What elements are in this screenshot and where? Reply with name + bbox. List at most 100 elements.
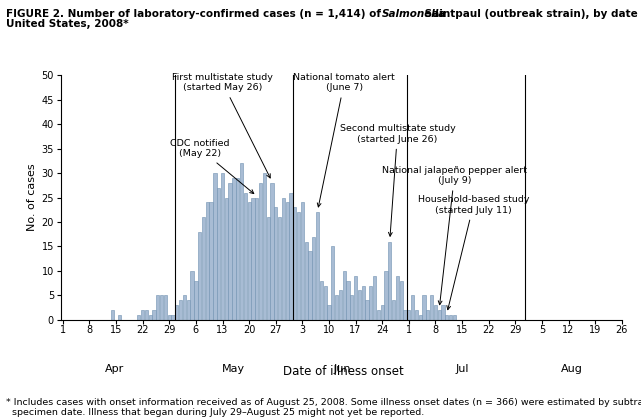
Text: Second multistate study
(started June 26): Second multistate study (started June 26… — [340, 124, 455, 236]
Bar — [434, 305, 437, 320]
Bar — [217, 188, 221, 320]
Bar — [194, 280, 197, 320]
Bar — [285, 202, 288, 320]
Bar — [271, 183, 274, 320]
Bar — [415, 310, 418, 320]
Bar — [259, 183, 262, 320]
Bar — [365, 300, 369, 320]
Text: Salmonella: Salmonella — [382, 9, 446, 19]
Bar — [251, 198, 254, 320]
Text: CDC notified
(May 22): CDC notified (May 22) — [170, 139, 254, 194]
Bar — [263, 173, 266, 320]
Bar — [381, 305, 384, 320]
Bar — [312, 237, 315, 320]
Bar — [338, 291, 342, 320]
Text: First multistate study
(started May 26): First multistate study (started May 26) — [172, 73, 273, 178]
Bar — [342, 271, 345, 320]
Bar — [171, 315, 175, 320]
Bar — [225, 198, 228, 320]
Bar — [388, 242, 392, 320]
Bar — [426, 310, 429, 320]
Bar — [190, 271, 194, 320]
Bar — [145, 310, 148, 320]
Text: specimen date. Illness that began during July 29–August 25 might not yet be repo: specimen date. Illness that began during… — [6, 408, 424, 417]
Bar — [175, 305, 178, 320]
Bar — [168, 315, 171, 320]
Text: Apr: Apr — [104, 364, 124, 374]
Bar — [202, 217, 205, 320]
Bar — [255, 198, 258, 320]
Bar — [411, 295, 414, 320]
Bar — [289, 193, 292, 320]
Text: National tomato alert
(June 7): National tomato alert (June 7) — [294, 73, 395, 207]
Bar — [278, 217, 281, 320]
Text: National jalapeño pepper alert
(July 9): National jalapeño pepper alert (July 9) — [382, 166, 527, 305]
Bar — [392, 300, 395, 320]
Bar — [350, 295, 353, 320]
Bar — [164, 295, 167, 320]
Bar — [232, 178, 235, 320]
Bar — [346, 280, 349, 320]
Bar — [179, 300, 182, 320]
Bar — [153, 310, 156, 320]
Bar — [419, 315, 422, 320]
Bar — [221, 173, 224, 320]
Bar — [198, 232, 201, 320]
Bar — [377, 310, 380, 320]
Bar — [111, 310, 114, 320]
Bar — [320, 280, 323, 320]
Bar — [244, 193, 247, 320]
Bar — [118, 315, 121, 320]
Bar — [354, 276, 357, 320]
Bar — [228, 183, 232, 320]
Bar — [236, 178, 239, 320]
Bar — [137, 315, 140, 320]
Bar — [358, 291, 361, 320]
Text: Saintpaul (outbreak strain), by date of illness onset —: Saintpaul (outbreak strain), by date of … — [421, 9, 641, 19]
Text: United States, 2008*: United States, 2008* — [6, 19, 129, 29]
Bar — [430, 295, 433, 320]
Text: Jun: Jun — [333, 364, 351, 374]
Bar — [422, 295, 426, 320]
Bar — [407, 310, 410, 320]
Bar — [316, 212, 319, 320]
Bar — [274, 207, 278, 320]
Bar — [373, 276, 376, 320]
Y-axis label: No. of cases: No. of cases — [28, 164, 37, 231]
Bar — [385, 271, 388, 320]
Bar — [442, 305, 445, 320]
Text: Aug: Aug — [562, 364, 583, 374]
Bar — [308, 251, 312, 320]
Bar — [210, 202, 213, 320]
Bar — [156, 295, 160, 320]
Bar — [369, 285, 372, 320]
Bar — [213, 173, 217, 320]
Bar — [301, 202, 304, 320]
Text: Date of illness onset: Date of illness onset — [283, 365, 403, 378]
Bar — [149, 315, 152, 320]
Text: FIGURE 2. Number of laboratory-confirmed cases (n = 1,414) of: FIGURE 2. Number of laboratory-confirmed… — [6, 9, 385, 19]
Bar — [395, 276, 399, 320]
Bar — [297, 212, 300, 320]
Bar — [267, 217, 270, 320]
Bar — [362, 285, 365, 320]
Bar — [399, 280, 403, 320]
Bar — [293, 207, 296, 320]
Bar — [160, 295, 163, 320]
Bar — [304, 242, 308, 320]
Bar — [206, 202, 209, 320]
Bar — [449, 315, 453, 320]
Text: Jul: Jul — [455, 364, 469, 374]
Bar — [328, 305, 331, 320]
Bar — [324, 285, 327, 320]
Bar — [445, 315, 449, 320]
Bar — [453, 315, 456, 320]
Text: May: May — [222, 364, 246, 374]
Bar — [403, 310, 406, 320]
Bar — [331, 247, 335, 320]
Bar — [247, 202, 251, 320]
Bar — [141, 310, 144, 320]
Text: Household-based study
(started July 11): Household-based study (started July 11) — [418, 195, 529, 310]
Bar — [438, 310, 441, 320]
Bar — [282, 198, 285, 320]
